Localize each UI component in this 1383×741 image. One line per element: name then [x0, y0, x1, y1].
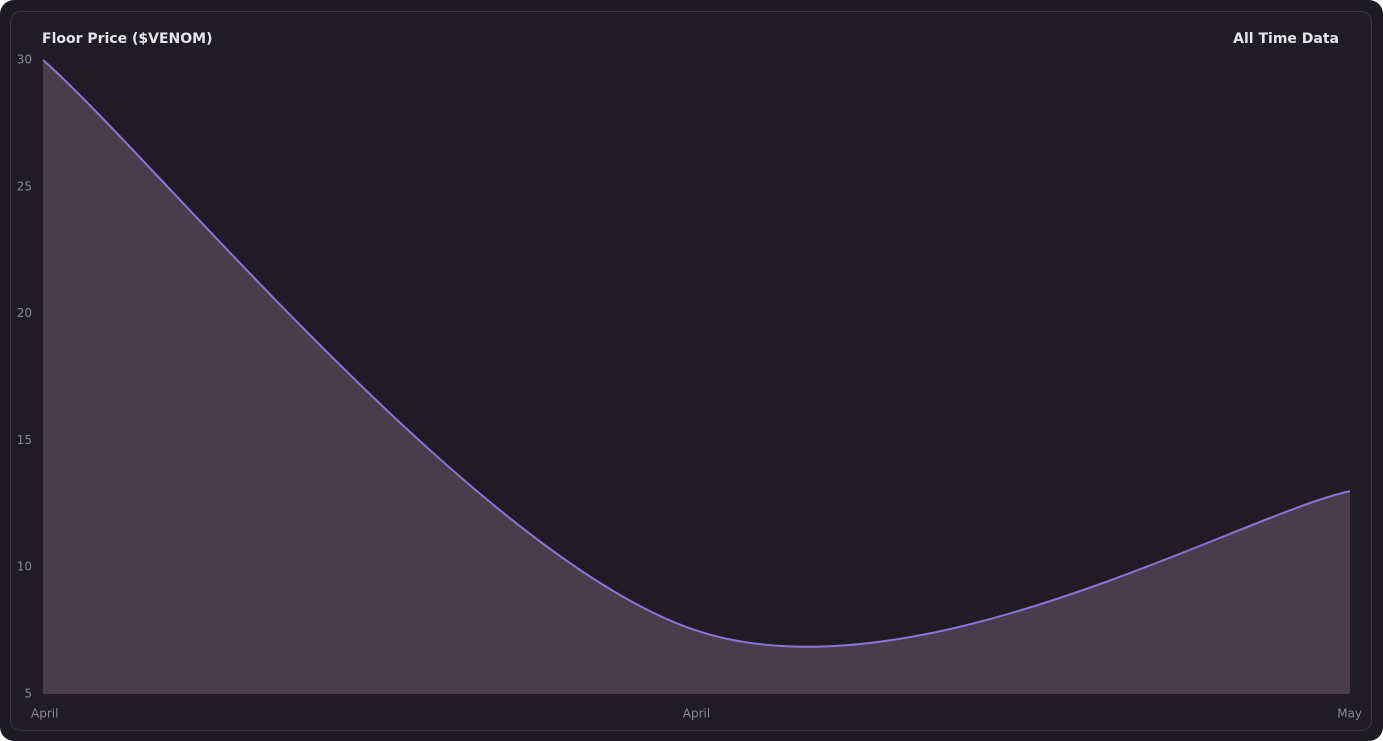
- y-tick-label: 5: [24, 687, 32, 701]
- area: [43, 60, 1350, 694]
- line: [42, 59, 1351, 648]
- y-tick-label: 10: [17, 560, 32, 574]
- x-tick-label: April: [683, 707, 710, 721]
- y-tick-label: 25: [17, 179, 32, 193]
- x-tick-label: April: [31, 707, 58, 721]
- y-tick-label: 15: [17, 433, 32, 447]
- y-tick-label: 30: [17, 53, 32, 67]
- x-tick-label: May: [1337, 707, 1362, 721]
- annotation: All Time Data: [1233, 31, 1339, 47]
- chart-title: Floor Price ($VENOM): [42, 31, 213, 47]
- y-tick-label: 20: [17, 306, 32, 320]
